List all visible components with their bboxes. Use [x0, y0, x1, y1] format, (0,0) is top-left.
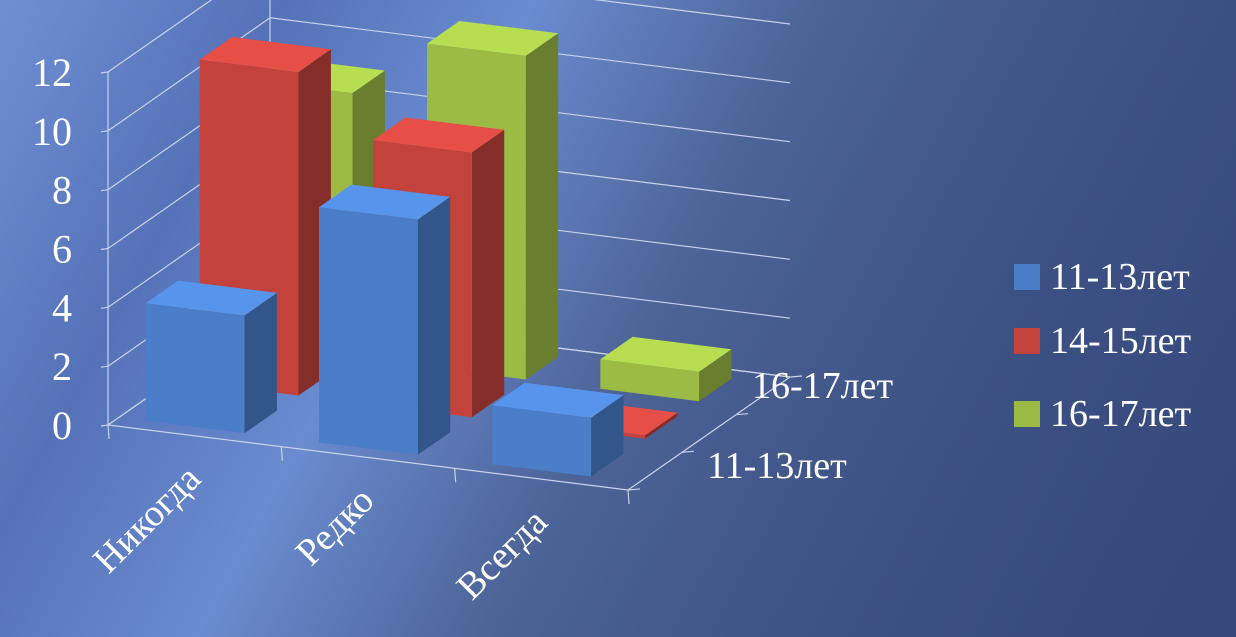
y-tick-label: 2 [52, 344, 72, 389]
y-tick-label: 10 [32, 109, 72, 154]
y-tick-mark [100, 247, 109, 251]
gridline [107, 0, 791, 73]
x-axis-category-labels: Никогда Редко Всегда [85, 457, 556, 608]
depth-tick-mark [681, 450, 695, 453]
y-tick-mark [100, 71, 109, 74]
y-tick-label: 8 [52, 168, 72, 213]
y-tick-mark [100, 306, 109, 309]
chart-bars [145, 21, 732, 477]
depth-axis-label: 16-17лет [752, 365, 893, 407]
depth-tick-mark [735, 413, 749, 416]
depth-tick-mark [627, 488, 641, 491]
y-tick-label: 4 [52, 285, 72, 330]
bar [319, 184, 451, 455]
bar [145, 280, 277, 434]
legend-swatch [1014, 264, 1040, 290]
legend-label: 14-15лет [1050, 320, 1191, 362]
y-tick-mark [100, 365, 109, 368]
x-tick-mark [107, 424, 110, 440]
y-axis-tick-labels: 0 2 4 6 8 10 12 [32, 50, 72, 448]
y-tick-label: 12 [32, 50, 72, 95]
legend-label: 11-13лет [1050, 256, 1190, 298]
bar [492, 382, 624, 477]
legend: 11-13лет 14-15лет 16-17лет [1014, 256, 1191, 435]
x-tick-mark [454, 468, 457, 483]
depth-tick-mark [789, 375, 803, 378]
gridline [107, 17, 791, 132]
legend-swatch [1014, 328, 1040, 354]
depth-axis-label: 11-13лет [707, 445, 847, 487]
x-tick-mark [280, 446, 283, 461]
y-tick-mark [100, 130, 109, 133]
depth-axis-labels: 16-17лет 11-13лет [707, 365, 893, 487]
y-tick-label: 0 [52, 403, 72, 448]
y-tick-mark [100, 424, 109, 427]
x-category-label: Никогда [85, 457, 209, 581]
legend-swatch [1014, 401, 1040, 427]
x-category-label: Редко [288, 479, 383, 574]
bar [600, 336, 732, 402]
x-tick-mark [627, 489, 630, 505]
legend-label: 16-17лет [1050, 393, 1191, 435]
x-category-label: Всегда [449, 501, 556, 608]
y-tick-mark [100, 189, 109, 192]
y-tick-label: 6 [52, 227, 72, 272]
